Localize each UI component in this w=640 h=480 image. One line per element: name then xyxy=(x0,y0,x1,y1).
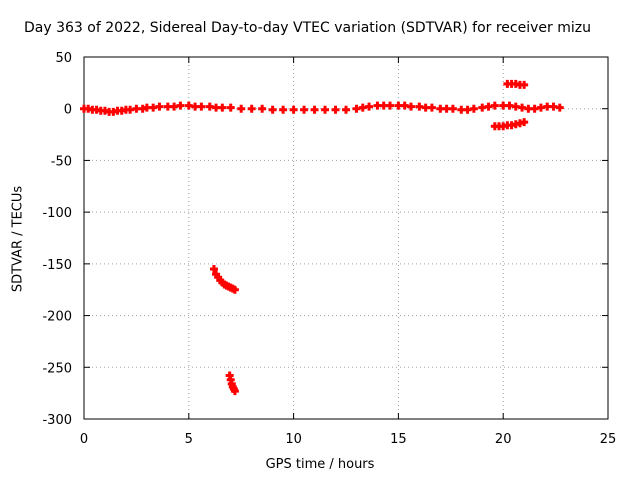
data-point xyxy=(209,265,218,274)
series-main-band xyxy=(80,101,564,116)
series-drop-arc xyxy=(209,265,239,294)
y-tick-label: -50 xyxy=(51,154,72,169)
x-tick-label: 20 xyxy=(495,432,512,447)
data-point xyxy=(237,104,246,113)
data-point xyxy=(310,105,319,114)
y-tick-label: -200 xyxy=(42,310,72,325)
data-point xyxy=(226,103,235,112)
data-point xyxy=(555,103,564,112)
data-point xyxy=(230,285,239,294)
series-upper-segment xyxy=(503,79,529,89)
x-tick-label: 10 xyxy=(285,432,302,447)
y-tick-label: 0 xyxy=(64,103,72,118)
y-axis-label: SDTVAR / TECUs xyxy=(10,185,26,293)
data-point xyxy=(520,80,529,89)
y-tick-label: -300 xyxy=(42,413,72,428)
data-point xyxy=(331,105,340,114)
data-point xyxy=(300,105,309,114)
data-point xyxy=(176,101,185,110)
data-point xyxy=(448,104,457,113)
series-drop-low xyxy=(225,371,239,396)
y-tick-label: 50 xyxy=(55,51,72,66)
x-tick-label: 25 xyxy=(600,432,617,447)
data-point xyxy=(289,105,298,114)
data-point xyxy=(365,102,374,111)
plot-frame xyxy=(83,56,609,420)
data-point xyxy=(342,105,350,114)
data-point xyxy=(247,104,256,113)
y-tick-label: -250 xyxy=(42,361,72,376)
data-point xyxy=(258,104,267,113)
data-point xyxy=(279,105,288,114)
x-tick-label: 0 xyxy=(80,432,88,447)
series-lower-segment xyxy=(490,118,529,131)
x-tick-label: 5 xyxy=(185,432,193,447)
y-tick-label: -150 xyxy=(42,258,72,273)
data-point xyxy=(155,102,164,111)
data-point xyxy=(406,102,415,111)
x-axis-label: GPS time / hours xyxy=(265,457,375,472)
data-point xyxy=(230,387,239,396)
data-point xyxy=(386,101,395,110)
data-point xyxy=(268,105,277,114)
data-point xyxy=(490,101,499,110)
data-point xyxy=(197,102,206,111)
data-point xyxy=(321,105,330,114)
data-point xyxy=(427,103,436,112)
x-tick-label: 15 xyxy=(390,432,407,447)
data-point xyxy=(469,104,478,113)
y-tick-label: -100 xyxy=(42,206,72,221)
data-point xyxy=(218,103,227,112)
chart-title: Day 363 of 2022, Sidereal Day-to-day VTE… xyxy=(24,20,591,36)
data-point xyxy=(520,118,529,127)
